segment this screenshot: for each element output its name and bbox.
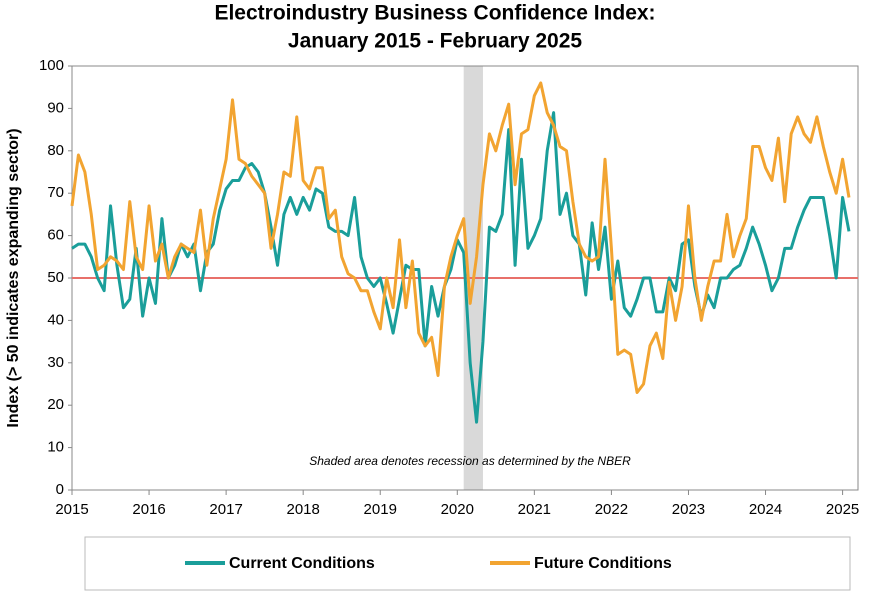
series-line <box>71 111 851 424</box>
y-tick-label: 40 <box>47 311 64 328</box>
x-tick-label: 2021 <box>518 501 551 518</box>
y-axis-label: Index (> 50 indicates expanding sector) <box>5 128 22 427</box>
y-tick-label: 20 <box>47 396 64 413</box>
y-tick-label: 30 <box>47 354 64 371</box>
chart-title: Electroindustry Business Confidence Inde… <box>214 2 655 25</box>
y-tick-label: 80 <box>47 142 64 159</box>
legend-label: Future Conditions <box>534 555 672 572</box>
y-tick-label: 70 <box>47 184 64 201</box>
y-tick-label: 0 <box>56 481 64 498</box>
chart-subtitle: January 2015 - February 2025 <box>288 30 582 53</box>
y-tick-label: 60 <box>47 227 64 244</box>
x-tick-label: 2022 <box>595 501 628 518</box>
x-tick-label: 2019 <box>364 501 397 518</box>
y-tick-label: 90 <box>47 99 64 116</box>
x-tick-label: 2020 <box>441 501 474 518</box>
x-tick-label: 2018 <box>286 501 319 518</box>
x-tick-label: 2023 <box>672 501 705 518</box>
legend-label: Current Conditions <box>229 555 375 572</box>
x-tick-label: 2025 <box>826 501 859 518</box>
x-tick-label: 2024 <box>749 501 782 518</box>
y-tick-label: 100 <box>39 57 64 74</box>
series-line <box>70 81 851 394</box>
x-tick-label: 2016 <box>132 501 165 518</box>
y-tick-label: 10 <box>47 439 64 456</box>
y-tick-label: 50 <box>47 269 64 286</box>
x-tick-label: 2017 <box>209 501 242 518</box>
annotation: Shaded area denotes recession as determi… <box>309 454 631 468</box>
x-tick-label: 2015 <box>55 501 88 518</box>
